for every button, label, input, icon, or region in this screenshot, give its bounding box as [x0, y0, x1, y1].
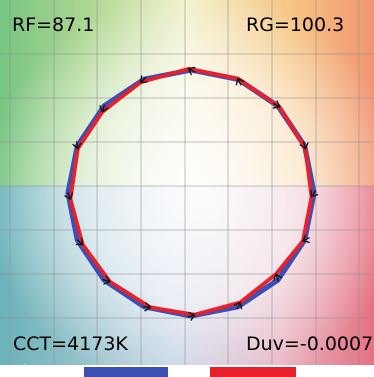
- legend-reference-swatch: [84, 367, 168, 377]
- shift-arrow-8-head: [64, 192, 73, 200]
- shift-arrow-13-shaft: [236, 301, 241, 310]
- shift-arrow-12-shaft: [187, 314, 196, 318]
- rf-metric: RF=87.1: [12, 14, 94, 36]
- shift-arrow-3-head: [235, 77, 245, 86]
- shift-arrow-2-shaft: [272, 102, 281, 108]
- legend: reference : test :: [12, 364, 296, 377]
- shift-arrow-11-shaft: [142, 305, 152, 309]
- shift-arrow-4-head: [187, 66, 196, 76]
- shift-arrows: [64, 66, 319, 321]
- cct-metric: CCT=4173K: [13, 333, 128, 355]
- shift-arrow-9-shaft: [76, 239, 84, 246]
- shift-arrow-14-head: [273, 273, 282, 281]
- rg-metric: RG=100.3: [246, 14, 344, 36]
- legend-test-label: test :: [182, 364, 208, 375]
- legend-reference-label: reference :: [12, 364, 66, 375]
- shift-arrow-6-shaft: [101, 104, 105, 113]
- shift-arrow-3-shaft: [237, 77, 242, 86]
- shift-arrow-12-head: [188, 311, 196, 321]
- shift-arrow-0-head: [310, 189, 319, 198]
- shift-arrow-10-shaft: [102, 279, 111, 283]
- shift-arrow-7-head: [72, 142, 82, 150]
- legend-test-swatch: [210, 367, 296, 377]
- shift-arrow-0-shaft: [310, 190, 317, 198]
- shift-arrow-1-head: [299, 142, 309, 150]
- shift-arrow-10-head: [103, 275, 111, 285]
- shift-arrow-15-shaft: [302, 237, 310, 242]
- shift-arrow-1-shaft: [302, 141, 307, 150]
- duv-metric: Duv=-0.0007: [246, 333, 373, 355]
- hue-background: [0, 0, 374, 365]
- shift-arrow-9-head: [75, 237, 84, 246]
- shift-arrow-11-head: [144, 302, 152, 312]
- shift-arrow-5-shaft: [139, 77, 147, 83]
- shift-arrow-8-shaft: [67, 191, 72, 200]
- shift-arrow-6-head: [99, 105, 109, 113]
- shift-arrow-14-shaft: [275, 273, 279, 282]
- shift-arrow-13-head: [233, 301, 243, 310]
- shift-arrow-4-shaft: [187, 68, 196, 73]
- shift-arrow-2-head: [272, 100, 281, 109]
- shift-arrow-15-head: [302, 234, 310, 243]
- shift-arrow-7-shaft: [75, 141, 79, 150]
- shift-arrow-5-head: [139, 75, 148, 83]
